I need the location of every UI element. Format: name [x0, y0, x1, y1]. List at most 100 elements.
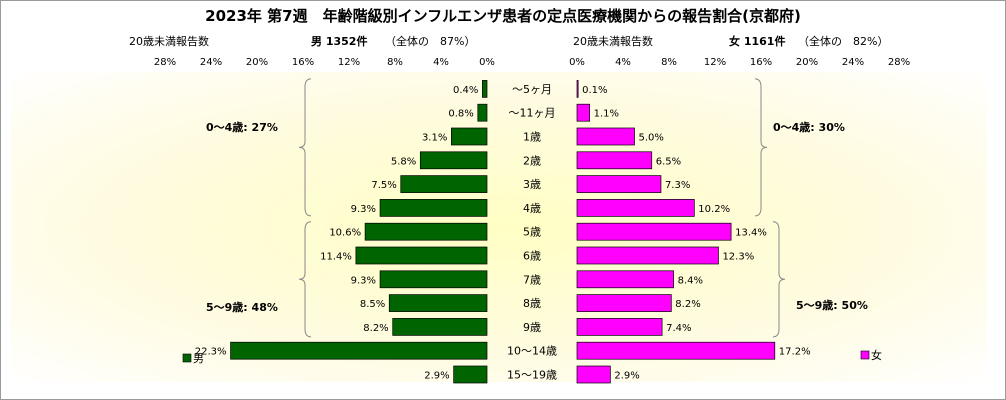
left-tick-0: 0%	[479, 57, 495, 68]
left-tick-4: 16%	[292, 57, 314, 68]
male-bar-9	[388, 294, 488, 312]
female-value-label-9: 8.2%	[675, 299, 700, 310]
female-value-label-0: 0.1%	[582, 85, 607, 96]
male-bar-4	[400, 175, 488, 193]
female-bar-12	[576, 365, 611, 384]
female-bar-5	[576, 199, 695, 217]
male-value-label-1: 0.8%	[448, 109, 473, 120]
female-bar-4	[576, 175, 662, 193]
female-value-label-1: 1.1%	[594, 109, 619, 120]
category-label-6: 5歳	[523, 226, 541, 239]
male-value-label-4: 7.5%	[371, 180, 396, 191]
right-heading-note: （全体の 82%）	[798, 34, 888, 48]
category-label-3: 2歳	[523, 154, 541, 167]
male-bar-1	[477, 103, 488, 122]
left-axis-ticks: 0% 4% 8% 12% 16% 20% 24% 28%	[154, 57, 495, 68]
right-tick-7: 28%	[888, 57, 910, 68]
category-label-1: ～11ヶ月	[509, 107, 556, 120]
male-legend-label: 男	[193, 352, 204, 365]
left-bracket-5-9	[298, 221, 312, 338]
left-group-0-4-label: 0～4歳: 27%	[206, 120, 278, 134]
age-category-labels: ～5ヶ月 ～11ヶ月 1歳 2歳 3歳 4歳 5歳 6歳 7歳 8歳 9歳 10～14歳 15～19歳	[507, 83, 557, 382]
male-bar-5	[379, 199, 488, 217]
male-value-label-0: 0.4%	[453, 85, 478, 96]
female-bar-2	[576, 127, 635, 146]
left-tick-6: 24%	[200, 57, 222, 68]
male-value-label-2: 3.1%	[422, 133, 447, 144]
female-value-label-11: 17.2%	[779, 347, 811, 358]
right-tick-0: 0%	[569, 57, 585, 68]
male-series: 0.4% 0.8% 3.1% 5.8% 7.5% 9.3% 10.6% 11.4% 9.3% 8.…	[195, 80, 488, 384]
right-axis-ticks: 0% 4% 8% 12% 16% 20% 24% 28%	[569, 57, 910, 68]
right-tick-5: 20%	[796, 57, 818, 68]
female-value-label-6: 13.4%	[735, 228, 767, 239]
female-bar-6	[576, 222, 732, 241]
female-bar-11	[576, 341, 776, 360]
left-tick-1: 4%	[433, 57, 449, 68]
female-legend-label: 女	[871, 348, 882, 362]
male-bar-2	[451, 127, 488, 146]
male-value-label-8: 9.3%	[351, 275, 376, 286]
female-bar-3	[576, 151, 653, 170]
female-bar-10	[576, 318, 663, 336]
male-bar-10	[392, 318, 488, 336]
female-bar-8	[576, 270, 674, 289]
left-tick-5: 20%	[246, 57, 268, 68]
female-value-label-7: 12.3%	[722, 252, 754, 263]
female-bar-9	[576, 294, 672, 312]
right-heading-count: 女 1161件	[729, 34, 785, 48]
male-legend-swatch	[182, 353, 192, 363]
category-label-10: 9歳	[523, 321, 541, 334]
age-group-brackets	[298, 78, 786, 338]
female-value-label-8: 8.4%	[678, 275, 703, 286]
left-bracket-0-4	[298, 78, 312, 217]
female-bar-7	[576, 246, 719, 265]
left-group-5-9-label: 5～9歳: 48%	[206, 300, 278, 314]
male-value-label-10: 8.2%	[363, 323, 388, 334]
right-tick-2: 8%	[661, 57, 677, 68]
female-bar-0	[576, 80, 579, 98]
right-group-0-4-label: 0～4歳: 30%	[773, 120, 845, 134]
left-heading-count: 男 1352件	[311, 34, 367, 48]
left-heading-label: 20歳未満報告数	[129, 35, 209, 48]
category-label-0: ～5ヶ月	[512, 83, 552, 96]
left-tick-3: 12%	[338, 57, 360, 68]
right-tick-4: 16%	[750, 57, 772, 68]
female-series: 0.1% 1.1% 5.0% 6.5% 7.3% 10.2% 13.4% 12.3% 8.4% 8…	[576, 80, 811, 384]
male-value-label-5: 9.3%	[351, 204, 376, 215]
plot-background	[11, 72, 987, 382]
chart-title: 2023年 第7週 年齢階級別インフルエンザ患者の定点医療機関からの報告割合(京…	[205, 7, 801, 25]
female-value-label-4: 7.3%	[665, 180, 690, 191]
right-tick-3: 12%	[704, 57, 726, 68]
male-value-label-6: 10.6%	[329, 228, 361, 239]
right-bracket-0-4	[754, 78, 768, 217]
female-value-label-5: 10.2%	[698, 204, 730, 215]
right-heading-label: 20歳未満報告数	[573, 35, 653, 48]
male-value-label-9: 8.5%	[360, 299, 385, 310]
category-label-4: 3歳	[523, 178, 541, 191]
male-bar-12	[453, 365, 488, 384]
left-heading-note: （全体の 87%）	[385, 34, 475, 48]
right-group-5-9-label: 5～9歳: 50%	[796, 298, 868, 312]
male-bar-3	[419, 151, 488, 170]
right-bracket-5-9	[772, 221, 786, 338]
male-value-label-7: 11.4%	[320, 252, 352, 263]
male-bar-8	[379, 270, 488, 289]
male-value-label-12: 2.9%	[424, 371, 449, 382]
male-value-label-11: 22.3%	[195, 347, 227, 358]
category-label-9: 8歳	[523, 297, 541, 310]
right-tick-1: 4%	[615, 57, 631, 68]
category-label-7: 6歳	[523, 250, 541, 263]
category-label-8: 7歳	[523, 273, 541, 286]
male-legend: 男	[182, 352, 204, 365]
female-value-label-2: 5.0%	[639, 133, 664, 144]
left-tick-2: 8%	[387, 57, 403, 68]
category-label-5: 4歳	[523, 202, 541, 215]
right-tick-6: 24%	[842, 57, 864, 68]
left-tick-7: 28%	[154, 57, 176, 68]
category-label-11: 10～14歳	[507, 345, 557, 358]
male-bar-7	[355, 246, 488, 265]
female-value-label-12: 2.9%	[614, 371, 639, 382]
